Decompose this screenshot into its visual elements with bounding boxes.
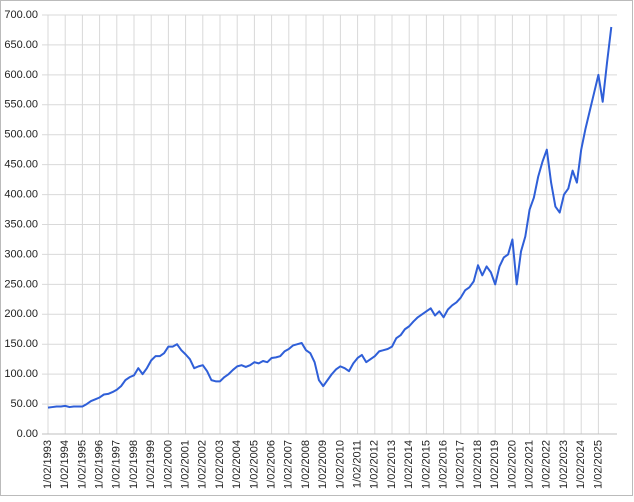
x-tick-label: 1/02/1994 — [59, 440, 71, 489]
x-tick-label: 1/02/2021 — [524, 440, 536, 489]
x-tick-label: 1/02/1996 — [94, 440, 106, 489]
y-tick-label: 550.00 — [4, 99, 38, 111]
y-tick-label: 0.00 — [17, 428, 38, 440]
x-tick-label: 1/02/2019 — [489, 440, 501, 489]
x-tick-label: 1/02/2010 — [334, 440, 346, 489]
y-tick-label: 200.00 — [4, 308, 38, 320]
x-tick-label: 1/02/2000 — [162, 440, 174, 489]
x-tick-label: 1/02/2015 — [420, 440, 432, 489]
x-tick-label: 1/02/2004 — [231, 440, 243, 489]
x-tick-label: 1/02/2024 — [575, 440, 587, 489]
y-tick-label: 700.00 — [4, 9, 38, 21]
x-tick-label: 1/02/1997 — [111, 440, 123, 489]
x-tick-label: 1/02/2003 — [214, 440, 226, 489]
x-tick-label: 1/02/1993 — [42, 440, 54, 489]
x-tick-label: 1/02/1998 — [128, 440, 140, 489]
x-tick-label: 1/02/2008 — [300, 440, 312, 489]
y-tick-label: 650.00 — [4, 39, 38, 51]
y-tick-label: 50.00 — [10, 398, 38, 410]
y-tick-label: 300.00 — [4, 248, 38, 260]
x-tick-label: 1/02/1995 — [76, 440, 88, 489]
y-tick-label: 400.00 — [4, 188, 38, 200]
y-tick-label: 500.00 — [4, 129, 38, 141]
line-series — [47, 26, 613, 409]
y-tick-label: 350.00 — [4, 218, 38, 230]
x-tick-label: 1/02/2005 — [248, 440, 260, 489]
x-tick-label: 1/02/2013 — [386, 440, 398, 489]
x-tick-label: 1/02/2012 — [369, 440, 381, 489]
y-tick-label: 100.00 — [4, 368, 38, 380]
x-tick-label: 1/02/2007 — [283, 440, 295, 489]
x-tick-label: 1/02/2022 — [541, 440, 553, 489]
x-tick-label: 1/02/2023 — [558, 440, 570, 489]
x-tick-label: 1/02/2025 — [592, 440, 604, 489]
x-tick-label: 1/02/2017 — [455, 440, 467, 489]
x-tick-label: 1/02/2011 — [352, 440, 364, 488]
y-tick-label: 150.00 — [4, 338, 38, 350]
y-tick-label: 450.00 — [4, 159, 38, 171]
x-tick-label: 1/02/2002 — [197, 440, 209, 489]
x-tick-label: 1/02/1999 — [145, 440, 157, 489]
x-tick-label: 1/02/2020 — [506, 440, 518, 489]
x-tick-label: 1/02/2016 — [438, 440, 450, 489]
x-tick-label: 1/02/2014 — [403, 440, 415, 489]
x-tick-label: 1/02/2009 — [317, 440, 329, 489]
y-tick-label: 250.00 — [4, 278, 38, 290]
x-tick-label: 1/02/2018 — [472, 440, 484, 489]
x-tick-label: 1/02/2001 — [180, 440, 192, 489]
x-tick-label: 1/02/2006 — [266, 440, 278, 489]
y-tick-label: 600.00 — [4, 69, 38, 81]
